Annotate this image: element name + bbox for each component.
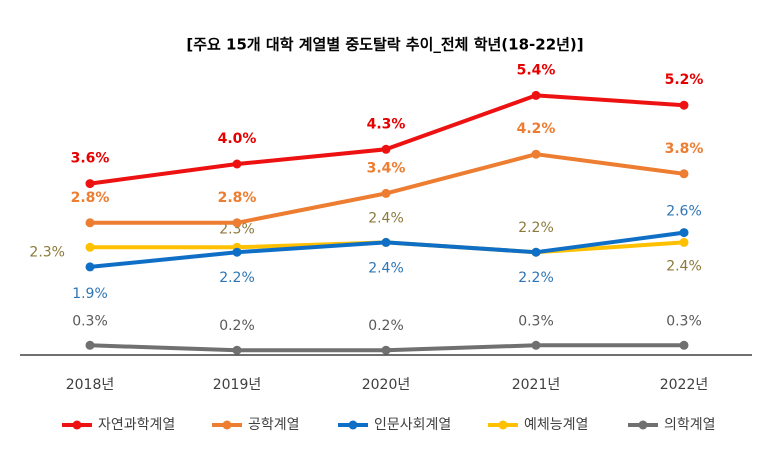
data-point [679,228,689,238]
data-point [85,218,95,228]
data-point [381,144,391,154]
data-point [85,262,95,272]
data-label: 0.3% [72,313,108,329]
data-label: 4.0% [218,131,257,147]
data-label: 4.2% [517,121,556,137]
data-label: 2.4% [368,260,404,276]
x-tick-label: 2018년 [66,377,115,393]
data-point [531,149,541,159]
data-label: 1.9% [72,286,108,302]
legend-marker [72,420,82,430]
legend-label: 공학계열 [248,417,300,433]
data-point [85,340,95,350]
legend-marker [498,420,508,430]
legend-label: 인문사회계열 [374,417,451,433]
data-point [381,237,391,247]
chart-title: [주요 15개 대학 계열별 중도탈락 추이_전체 학년(18-22년)] [186,36,583,54]
x-tick-label: 2019년 [213,377,262,393]
data-label: 5.4% [517,62,556,78]
data-label: 5.2% [665,72,704,88]
data-label: 2.2% [518,220,554,236]
data-label: 0.2% [219,318,255,334]
legend-marker [222,420,232,430]
data-label: 2.4% [666,258,702,274]
legend-marker [638,420,648,430]
data-label: 2.8% [71,190,110,206]
legend-marker [348,420,358,430]
data-point [679,237,689,247]
data-label: 3.4% [367,160,406,176]
data-point [531,90,541,100]
data-label: 3.6% [71,151,110,167]
legend-label: 자연과학계열 [98,417,175,433]
data-label: 2.3% [29,244,65,260]
data-point [85,179,95,189]
data-point [381,345,391,355]
data-label: 2.2% [219,270,255,286]
data-point [679,100,689,110]
data-point [531,247,541,257]
data-point [531,340,541,350]
data-label: 4.3% [367,116,406,132]
data-point [679,169,689,179]
data-point [85,242,95,252]
data-label: 0.3% [666,313,702,329]
x-tick-label: 2022년 [660,377,709,393]
data-point [232,159,242,169]
data-label: 2.3% [219,221,255,237]
data-label: 2.2% [518,270,554,286]
data-point [232,218,242,228]
data-label: 2.8% [218,190,257,206]
data-label: 2.4% [368,210,404,226]
data-point [232,345,242,355]
legend-label: 예체능계열 [524,417,588,433]
data-point [381,188,391,198]
data-point [232,247,242,257]
data-point [679,340,689,350]
data-label: 0.2% [368,318,404,334]
data-label: 0.3% [518,313,554,329]
data-label: 3.8% [665,141,704,157]
x-tick-label: 2021년 [512,377,561,393]
x-tick-label: 2020년 [362,377,411,393]
legend-label: 의학계열 [664,417,716,433]
data-label: 2.6% [666,204,702,220]
